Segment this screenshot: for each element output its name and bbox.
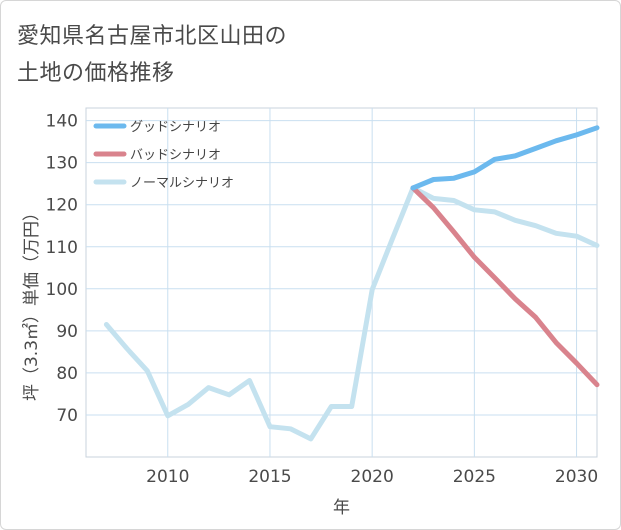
y-tick-label: 140 bbox=[46, 112, 78, 132]
chart-title-line1: 愛知県名古屋市北区山田の bbox=[17, 24, 288, 49]
y-axis-label: 坪（3.3㎡）単価（万円） bbox=[22, 204, 42, 401]
x-axis-ticks: 2010 2015 2020 2025 2030 bbox=[146, 467, 598, 487]
y-tick-label: 70 bbox=[56, 406, 78, 426]
series-line-3 bbox=[410, 125, 600, 191]
y-tick-label: 90 bbox=[56, 322, 78, 342]
grid bbox=[85, 107, 598, 458]
y-axis-ticks: 70 80 90 100 110 120 130 140 bbox=[46, 112, 78, 426]
x-tick-label: 2010 bbox=[146, 467, 189, 487]
x-tick-label: 2020 bbox=[351, 467, 394, 487]
legend-label: バッドシナリオ bbox=[130, 148, 221, 163]
y-tick-label: 100 bbox=[46, 280, 78, 300]
chart-title-line2: 土地の価格推移 bbox=[17, 61, 175, 86]
x-tick-label: 2015 bbox=[248, 467, 291, 487]
plot-area-border bbox=[85, 107, 598, 458]
series-layer bbox=[103, 125, 600, 442]
x-axis-label: 年 bbox=[333, 498, 350, 518]
x-tick-label: 2030 bbox=[555, 467, 598, 487]
x-tick-label: 2025 bbox=[453, 467, 496, 487]
y-tick-label: 130 bbox=[46, 154, 78, 174]
y-tick-label: 80 bbox=[56, 364, 78, 384]
series-line-2 bbox=[410, 185, 600, 388]
y-tick-label: 110 bbox=[46, 238, 78, 258]
y-tick-label: 120 bbox=[46, 196, 78, 216]
legend-label: ノーマルシナリオ bbox=[130, 176, 234, 191]
legend-label: グッドシナリオ bbox=[130, 120, 221, 135]
series-line-1 bbox=[103, 185, 600, 442]
